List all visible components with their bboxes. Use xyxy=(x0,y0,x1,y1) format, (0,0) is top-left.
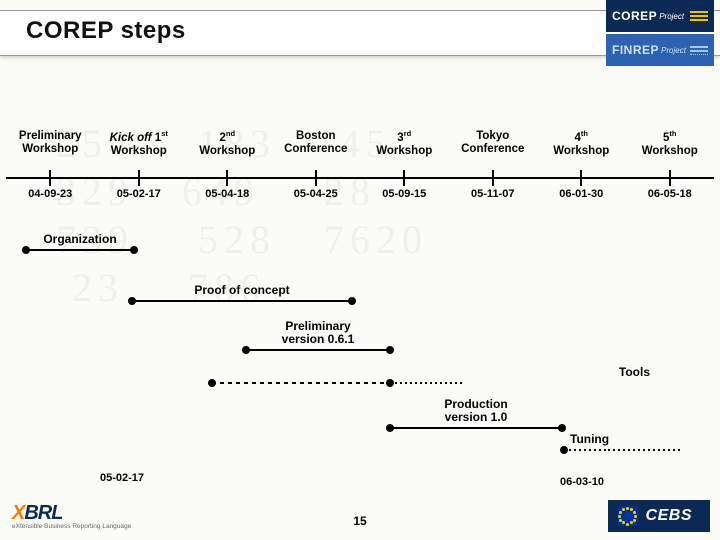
timeline-tick xyxy=(183,170,272,186)
background-noise: 254 183 45 329 649 28 739 528 7620 23 78… xyxy=(0,0,720,540)
finrep-logo: FINREP Project xyxy=(606,34,714,66)
finrep-logo-text: FINREP xyxy=(612,43,659,57)
timeline-date: 05-02-17 xyxy=(95,188,184,200)
phase-bar xyxy=(390,427,562,429)
xbrl-logo: XBRL eXtensible Business Reporting Langu… xyxy=(12,502,131,530)
timeline-date: 05-04-25 xyxy=(272,188,361,200)
phase-prod: Productionversion 1.0 xyxy=(390,398,562,429)
timeline: PreliminaryWorkshopKick off 1stWorkshop2… xyxy=(6,130,714,200)
timeline-event: 3rdWorkshop xyxy=(360,130,449,158)
xbrl-logo-subtitle: eXtensible Business Reporting Language xyxy=(12,523,131,530)
timeline-date: 05-09-15 xyxy=(360,188,449,200)
timeline-axis xyxy=(6,170,714,186)
phase-label: Tools xyxy=(398,365,650,379)
cebs-logo: CEBS xyxy=(608,500,710,532)
phase-bar xyxy=(26,249,134,251)
loose-date: 05-02-17 xyxy=(100,472,144,484)
phase-prelim: Preliminaryversion 0.6.1 xyxy=(246,320,390,351)
phase-label: Proof of concept xyxy=(132,283,352,297)
eu-stars-icon xyxy=(618,506,638,526)
timeline-date: 05-04-18 xyxy=(183,188,272,200)
timeline-ticks xyxy=(6,170,714,186)
timeline-tick xyxy=(626,170,715,186)
timeline-tick xyxy=(449,170,538,186)
timeline-tick xyxy=(360,170,449,186)
timeline-events-row: PreliminaryWorkshopKick off 1stWorkshop2… xyxy=(6,130,714,158)
phase-label: Organization xyxy=(26,232,134,246)
timeline-tick xyxy=(272,170,361,186)
timeline-tick xyxy=(6,170,95,186)
timeline-event: 2ndWorkshop xyxy=(183,130,272,158)
phase-tools: Tools xyxy=(212,365,464,384)
timeline-event: 5thWorkshop xyxy=(626,130,715,158)
phase-organization: Organization xyxy=(26,232,134,251)
timeline-event: Kick off 1stWorkshop xyxy=(95,130,184,158)
timeline-event: BostonConference xyxy=(272,130,361,158)
xbrl-logo-rest: BRL xyxy=(24,502,62,524)
phase-bar xyxy=(132,300,352,302)
timeline-event: TokyoConference xyxy=(449,130,538,158)
phase-tuning: Tuning xyxy=(564,432,682,451)
xbrl-logo-x: X xyxy=(12,502,24,524)
corep-logo: COREP Project xyxy=(606,0,714,32)
timeline-dates-row: 04-09-2305-02-1705-04-1805-04-2505-09-15… xyxy=(6,188,714,200)
corep-logo-bars-icon xyxy=(690,11,708,21)
corep-logo-sub: Project xyxy=(659,12,684,21)
timeline-tick xyxy=(95,170,184,186)
loose-date: 06-03-10 xyxy=(560,476,604,488)
phase-poc: Proof of concept xyxy=(132,283,352,302)
finrep-logo-sub: Project xyxy=(661,46,686,55)
page-title: COREP steps xyxy=(26,17,186,45)
phase-bar xyxy=(564,449,682,451)
timeline-date: 06-05-18 xyxy=(626,188,715,200)
phase-label: Productionversion 1.0 xyxy=(390,398,562,424)
timeline-event: 4thWorkshop xyxy=(537,130,626,158)
project-logos: COREP Project FINREP Project xyxy=(606,0,714,68)
finrep-logo-bars-icon xyxy=(690,46,708,55)
page-number: 15 xyxy=(353,514,366,528)
timeline-date: 04-09-23 xyxy=(6,188,95,200)
timeline-date: 06-01-30 xyxy=(537,188,626,200)
phase-label: Tuning xyxy=(570,432,688,446)
cebs-logo-text: CEBS xyxy=(646,507,692,525)
corep-logo-text: COREP xyxy=(612,9,657,23)
phase-bar xyxy=(212,382,464,384)
timeline-event: PreliminaryWorkshop xyxy=(6,130,95,158)
timeline-tick xyxy=(537,170,626,186)
phase-label: Preliminaryversion 0.6.1 xyxy=(246,320,390,346)
phase-bar xyxy=(246,349,390,351)
timeline-date: 05-11-07 xyxy=(449,188,538,200)
